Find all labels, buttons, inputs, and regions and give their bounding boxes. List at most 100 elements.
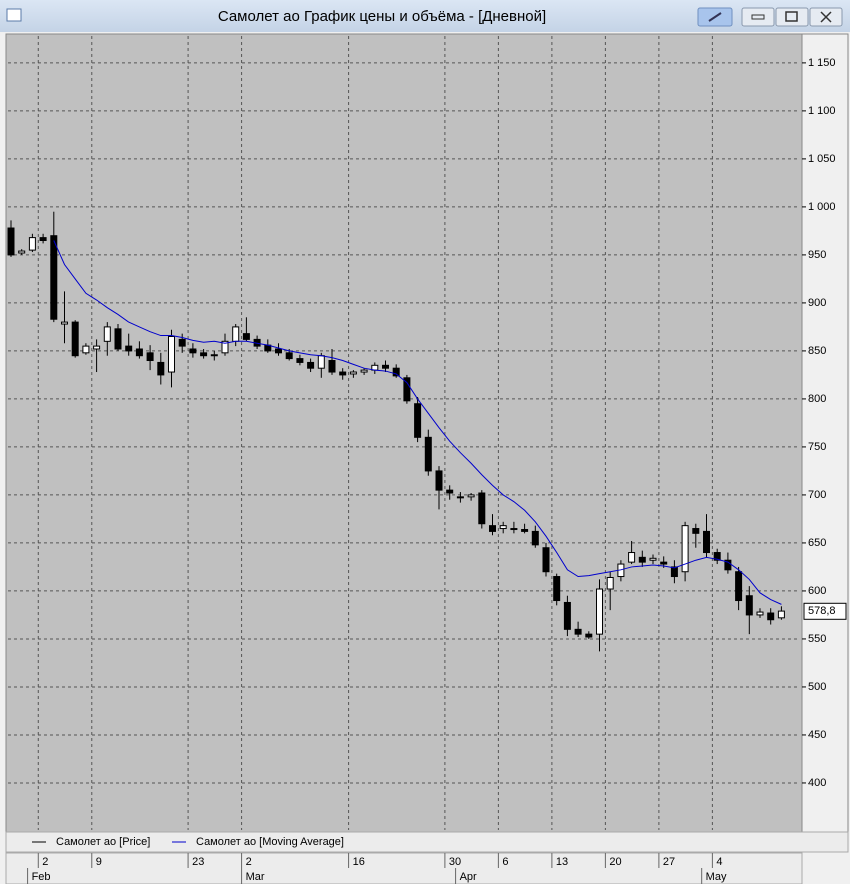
candle-body xyxy=(296,358,304,363)
y-tick-label: 1 050 xyxy=(808,153,836,165)
legend-label: Самолет ао [Price] xyxy=(56,836,150,848)
x-tick-label: 16 xyxy=(353,856,365,868)
candle-body xyxy=(189,348,197,354)
candle-body xyxy=(510,528,518,531)
maximize-button[interactable] xyxy=(775,7,809,27)
candle-body xyxy=(628,552,636,563)
month-label: May xyxy=(706,871,727,883)
y-tick-label: 600 xyxy=(808,585,826,597)
candle-body xyxy=(157,361,165,376)
x-tick-label: 9 xyxy=(96,856,102,868)
moving-average-line xyxy=(53,240,782,605)
candle-body xyxy=(467,494,475,498)
candle-body xyxy=(724,559,732,571)
candle-body xyxy=(553,576,561,602)
y-tick-label: 550 xyxy=(808,633,826,645)
y-tick-label: 750 xyxy=(808,441,826,453)
candle-body xyxy=(542,547,550,573)
candle-body xyxy=(435,470,443,491)
candle-body xyxy=(531,530,539,546)
candle-body xyxy=(414,403,422,438)
candle-body xyxy=(328,360,336,373)
y-tick-label: 1 150 xyxy=(808,57,836,69)
month-label: Apr xyxy=(460,871,477,883)
x-tick-label: 4 xyxy=(716,856,722,868)
candle-body xyxy=(713,552,721,561)
candle-body xyxy=(349,371,357,375)
last-value-box xyxy=(803,602,847,620)
minimize-button[interactable] xyxy=(741,7,775,27)
y-tick-label: 1 000 xyxy=(808,201,836,213)
x-tick-label: 30 xyxy=(449,856,461,868)
candle-body xyxy=(200,352,208,357)
candle-body xyxy=(756,611,764,616)
close-icon xyxy=(820,11,832,23)
candle-body xyxy=(93,345,101,350)
candle-body xyxy=(638,556,646,563)
candle-body xyxy=(7,227,15,256)
candle-body xyxy=(221,340,229,354)
candle-body xyxy=(692,528,700,534)
candle-body xyxy=(360,369,368,373)
y-tick-label: 850 xyxy=(808,345,826,357)
x-tick-label: 6 xyxy=(502,856,508,868)
window-title: Самолет ао График цены и объёма - [Дневн… xyxy=(218,8,546,25)
candle-body xyxy=(660,561,668,565)
candle-body xyxy=(446,489,454,494)
candle-body xyxy=(275,348,282,354)
candle-body xyxy=(82,345,90,354)
candle-body xyxy=(703,530,710,554)
x-tick-label: 2 xyxy=(246,856,252,868)
last-value-label: 578,8 xyxy=(808,605,836,617)
candle-body xyxy=(114,328,122,350)
candle-body xyxy=(745,595,753,616)
candle-body xyxy=(563,601,571,630)
y-tick-label: 650 xyxy=(808,537,826,549)
y-tick-label: 450 xyxy=(808,729,826,741)
x-tick-label: 27 xyxy=(663,856,675,868)
y-tick-label: 800 xyxy=(808,393,826,405)
candle-body xyxy=(146,352,154,362)
candle-body xyxy=(242,333,250,340)
x-tick-label: 13 xyxy=(556,856,568,868)
candle-body xyxy=(18,250,26,254)
minimize-icon xyxy=(751,14,765,20)
candle-body xyxy=(285,352,293,360)
candle-body xyxy=(232,326,240,342)
candle-body xyxy=(28,237,36,251)
candle-body xyxy=(489,525,496,532)
month-label: Feb xyxy=(32,871,51,883)
window-icon xyxy=(6,8,22,22)
candle-body xyxy=(382,364,389,369)
candle-body xyxy=(735,571,743,602)
candle-body xyxy=(403,377,411,402)
candle-body xyxy=(499,525,507,530)
plot-area xyxy=(5,33,803,833)
chart: 400 450 500 550 600 650 700 750 800 850 900 950 1 00… xyxy=(7,36,847,884)
candle-body xyxy=(135,348,143,357)
candle-body xyxy=(50,235,58,320)
link-icon xyxy=(708,12,722,22)
candle-body xyxy=(71,321,79,357)
candle-body xyxy=(767,612,775,621)
candle-body xyxy=(606,576,614,590)
month-label: Mar xyxy=(246,871,265,883)
x-tick-label: 23 xyxy=(192,856,204,868)
candle-body xyxy=(178,338,186,347)
candle-body xyxy=(168,336,175,373)
candle-body xyxy=(61,321,68,325)
y-tick-label: 1 100 xyxy=(808,105,836,117)
candle-body xyxy=(392,367,400,377)
x-axis-area xyxy=(5,852,803,884)
candle-body xyxy=(670,566,678,578)
candle-body xyxy=(456,496,464,499)
candle-body xyxy=(574,628,582,635)
candle-body xyxy=(777,610,785,619)
candle-body xyxy=(339,371,347,376)
candle-body xyxy=(210,354,218,357)
candle-body xyxy=(39,237,47,242)
x-tick-label: 20 xyxy=(609,856,621,868)
candle-body xyxy=(103,326,111,342)
